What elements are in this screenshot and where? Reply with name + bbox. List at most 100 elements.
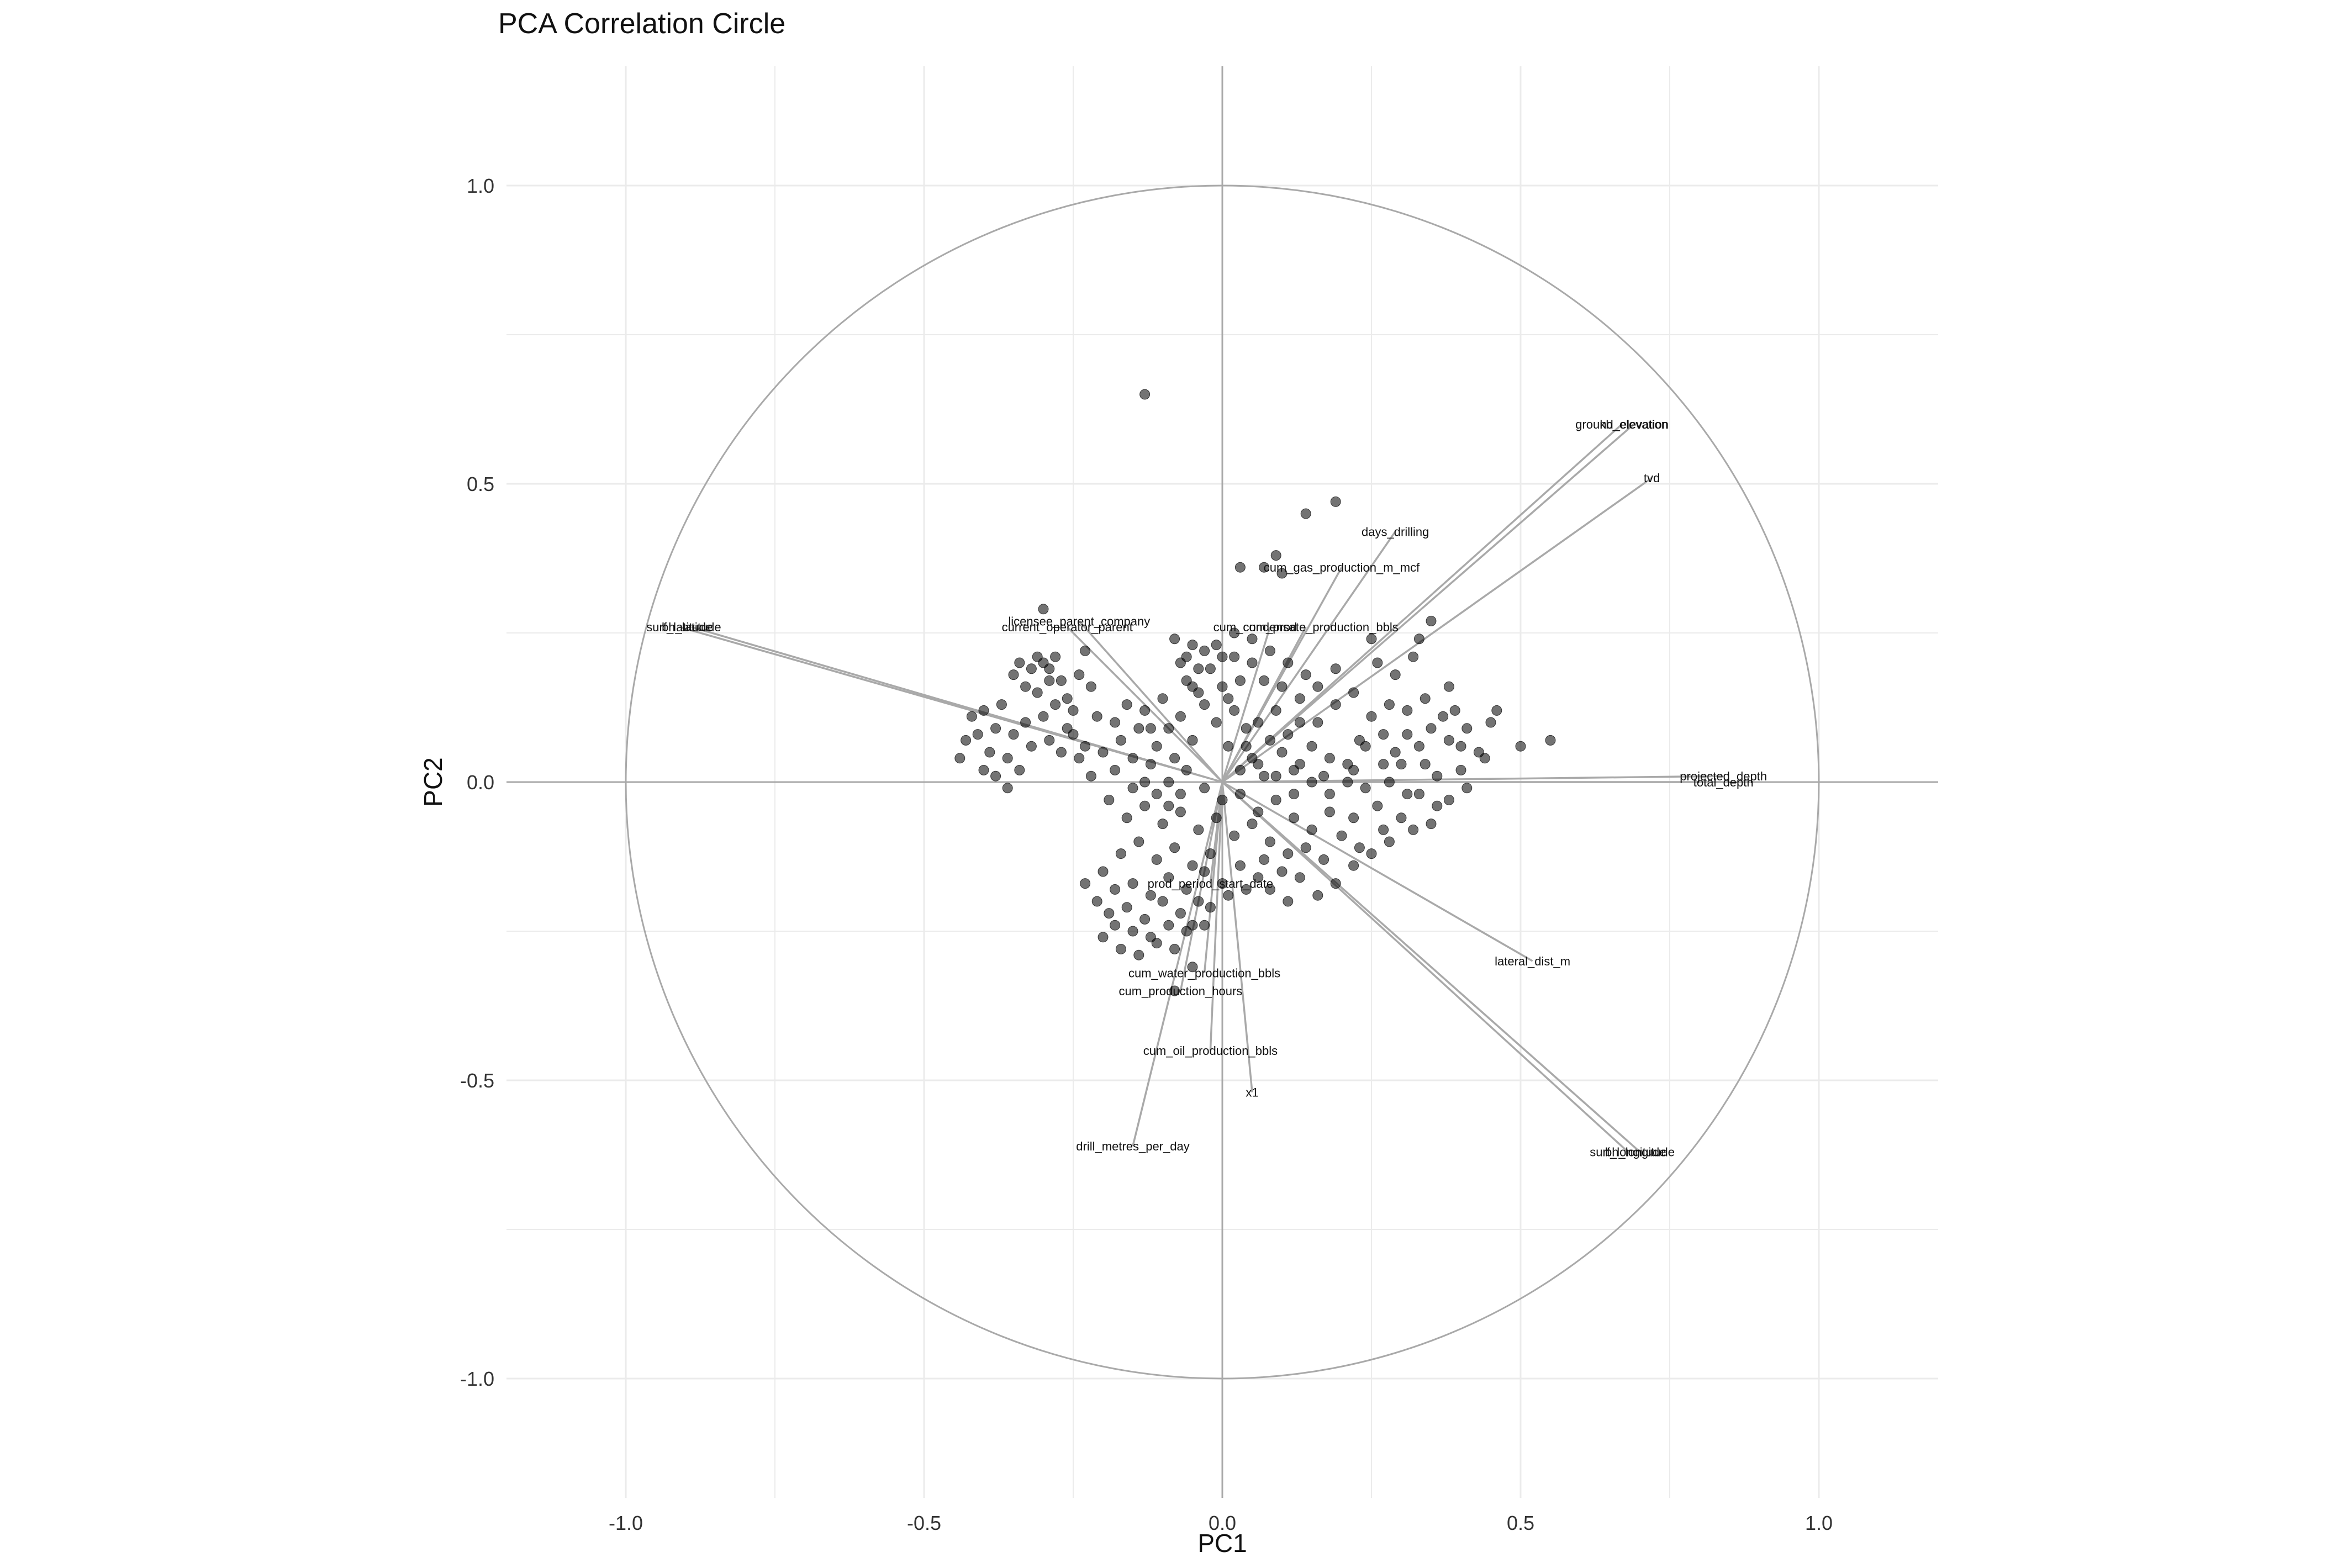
score-point (1241, 723, 1252, 734)
score-point (1264, 645, 1275, 656)
score-point (1229, 627, 1240, 638)
score-point (1426, 615, 1437, 626)
loading-label-projected-depth: projected_depth (1680, 769, 1767, 783)
score-point (1372, 800, 1383, 811)
score-point (1050, 699, 1061, 710)
score-point (1289, 789, 1300, 800)
score-point (1515, 741, 1526, 752)
score-point (1378, 759, 1389, 770)
y-tick-label: -0.5 (460, 1069, 494, 1092)
score-point (1413, 633, 1424, 645)
loading-arrow-current-operator-parent (1066, 626, 1223, 783)
score-point (1312, 890, 1323, 901)
score-point (1276, 747, 1288, 758)
score-point (1008, 669, 1019, 680)
score-point (1127, 753, 1138, 764)
score-point (1413, 741, 1424, 752)
score-point (1366, 633, 1377, 645)
score-point (1247, 657, 1258, 668)
score-point (1432, 800, 1443, 811)
unit-circle-group (625, 184, 1820, 1380)
score-point (1402, 705, 1413, 716)
score-point (1223, 890, 1234, 901)
score-point (1312, 717, 1323, 728)
score-point (1366, 848, 1377, 859)
score-point (1139, 800, 1151, 811)
score-point (1229, 705, 1240, 716)
score-point (1068, 705, 1079, 716)
score-point (1366, 711, 1377, 722)
loading-label-licensee-parent-company: licensee_parent_company (1008, 614, 1150, 628)
score-point (1163, 800, 1174, 811)
score-point (1408, 824, 1419, 835)
score-point (1276, 568, 1288, 579)
score-point (1306, 777, 1317, 788)
score-point (1259, 562, 1270, 573)
score-point (1318, 770, 1329, 782)
score-point (1545, 735, 1556, 746)
tick-labels: -1.0 -0.5 0.0 0.5 1.0 1.0 0.5 0.0 -0.5 -1.0 (460, 175, 1833, 1534)
score-point (1121, 699, 1132, 710)
y-axis-label: PC2 (419, 757, 447, 806)
score-point (1187, 735, 1198, 746)
score-point (1283, 657, 1294, 668)
score-point (1283, 848, 1294, 859)
score-point (1115, 943, 1126, 954)
score-point (1127, 878, 1138, 889)
loading-arrow-kb-elevation (1221, 423, 1635, 783)
score-point (1211, 640, 1222, 651)
score-point (1259, 770, 1270, 782)
loading-label-cum-condensate-production-bbls: cum_condensate_production_bbls (1213, 620, 1399, 634)
score-point (1091, 711, 1102, 722)
score-point (1479, 753, 1490, 764)
score-point (1264, 836, 1275, 847)
unit-circle (625, 184, 1820, 1380)
score-point (1324, 806, 1335, 817)
loading-arrow-x1 (1221, 782, 1253, 1092)
score-point (1342, 777, 1353, 788)
score-point (1276, 866, 1288, 877)
score-point (1270, 550, 1281, 561)
score-point (1408, 651, 1419, 662)
score-point (1157, 819, 1168, 830)
score-point (1360, 741, 1371, 752)
score-point (1181, 764, 1192, 775)
score-point (1026, 741, 1037, 752)
score-point (1110, 764, 1121, 775)
score-point (1098, 932, 1109, 943)
score-point (1020, 681, 1031, 692)
loading-label-ground-elevation: ground_elevation (1575, 418, 1669, 431)
score-point (1026, 663, 1037, 674)
score-point (1234, 789, 1246, 800)
score-point (1133, 836, 1144, 847)
score-point (1294, 872, 1305, 883)
score-point (1270, 794, 1281, 805)
loading-arrow-drill-metres-per-day (1132, 782, 1223, 1147)
score-point (1074, 753, 1085, 764)
score-point (1396, 812, 1407, 823)
score-point (1199, 920, 1210, 931)
score-point (1062, 693, 1073, 704)
score-point (1157, 693, 1168, 704)
score-point (1211, 812, 1222, 823)
score-point (1187, 860, 1198, 871)
score-point (1234, 675, 1246, 686)
score-point (1253, 717, 1264, 728)
score-point (1157, 896, 1168, 907)
score-point (1056, 675, 1067, 686)
score-point (1151, 741, 1162, 752)
score-point (1432, 770, 1443, 782)
score-point (972, 729, 983, 740)
score-point (1139, 914, 1151, 925)
score-point (1318, 854, 1329, 865)
score-point (1175, 657, 1186, 668)
score-point (1139, 389, 1151, 400)
loading-label-bh-latitude: bh_latitude (662, 620, 721, 634)
score-point (1151, 854, 1162, 865)
score-point (1306, 741, 1317, 752)
score-point (1455, 764, 1466, 775)
loading-arrow-days-drilling (1221, 531, 1396, 783)
score-point (1151, 938, 1162, 949)
